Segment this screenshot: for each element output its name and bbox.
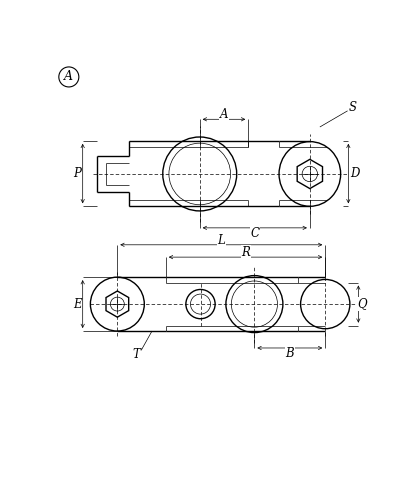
Text: A: A <box>220 108 228 121</box>
Text: E: E <box>73 298 82 310</box>
Text: D: D <box>350 168 359 180</box>
Text: L: L <box>217 234 225 246</box>
Text: C: C <box>250 227 259 240</box>
Text: P: P <box>73 168 81 180</box>
Text: A: A <box>64 70 73 84</box>
Text: B: B <box>285 347 294 360</box>
Text: Q: Q <box>357 298 367 310</box>
Text: S: S <box>348 101 356 114</box>
Text: R: R <box>241 246 250 259</box>
Text: T: T <box>133 348 140 360</box>
